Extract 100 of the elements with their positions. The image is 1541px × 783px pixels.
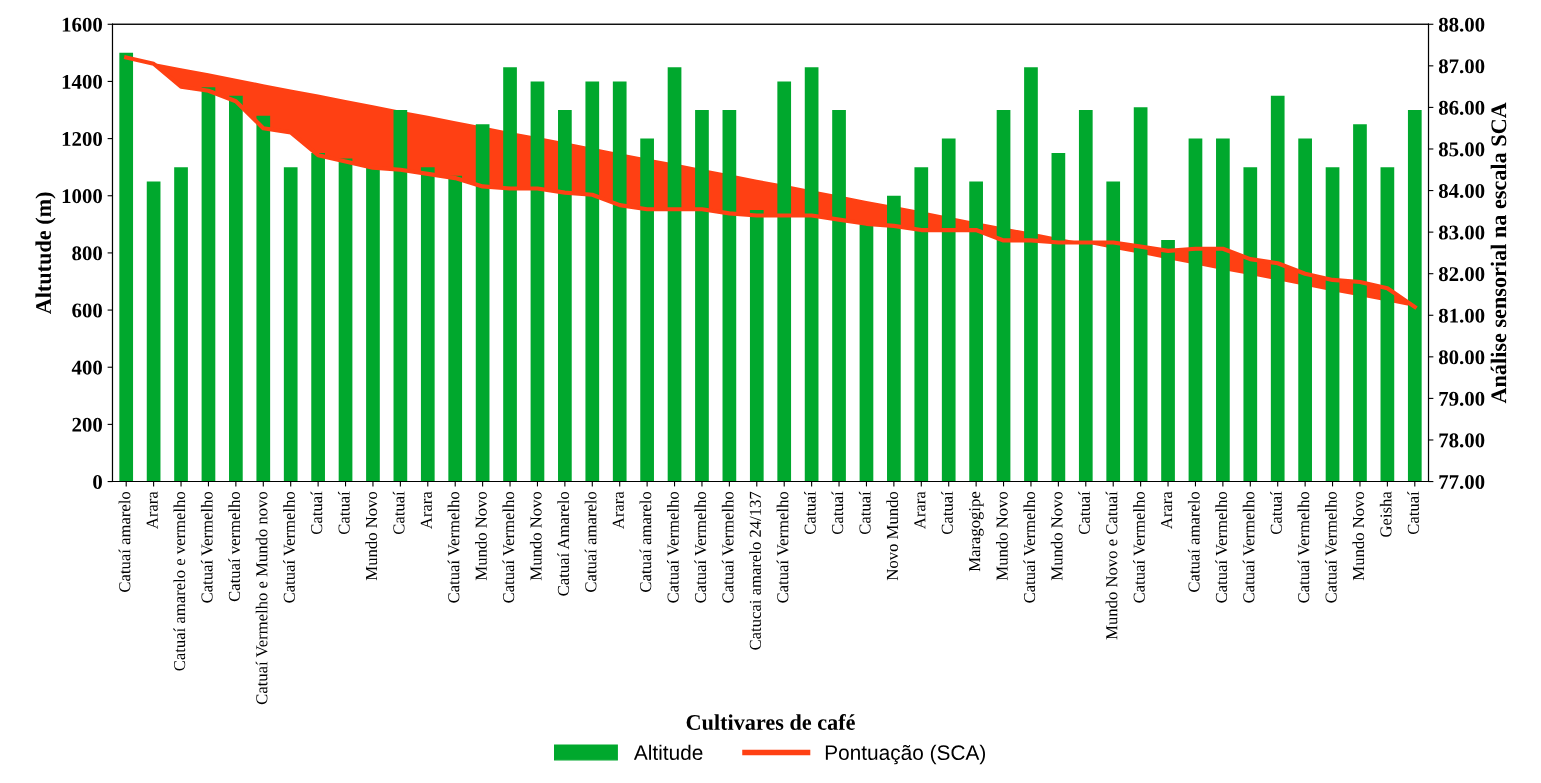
x-tick-label: Catuaí amarelo e vermelho [173, 491, 186, 671]
legend-label: Altitude [633, 744, 703, 761]
x-tick-label: Arara [146, 491, 158, 530]
x-tick-label: Catuaí Vermelho [1023, 491, 1036, 603]
x-tick-label: Mundo Novo e Catuaí [1105, 491, 1118, 640]
x-tick-label: Catuaí Vermelho [283, 491, 295, 603]
x-tick-label: Mundo Novo [995, 491, 1008, 581]
bar [1188, 138, 1203, 482]
x-tick-label: Catuaí [392, 491, 405, 535]
x-axis-title: Cultivares de café [686, 714, 855, 730]
bar [1133, 107, 1148, 482]
x-tick-label: Catuaí Vermelho [1215, 491, 1228, 603]
legend-label: Pontuação (SCA) [825, 744, 986, 765]
y2-axis-title: Análise sensorial na escala SCA [1490, 102, 1507, 404]
bar [667, 67, 682, 482]
x-tick-label: Catuaí [310, 491, 323, 535]
y-tick-label: 600 [72, 303, 102, 318]
bar [256, 115, 271, 482]
x-tick-label: Catuaí [337, 491, 350, 535]
bar [1353, 124, 1367, 482]
bar [420, 167, 435, 482]
x-tick-label: Catuaí [1407, 491, 1419, 535]
x-tick-label: Catuaí Vermelho [1242, 491, 1255, 603]
bar [832, 110, 846, 482]
bar [749, 210, 764, 482]
bar [1407, 110, 1422, 482]
x-tick-label: Mundo Novo [1352, 491, 1365, 581]
bar [859, 224, 874, 482]
bar [1243, 167, 1258, 482]
x-tick-label: Catuaí vermelho [228, 491, 241, 602]
bar [119, 52, 134, 482]
y-tick-label: 400 [71, 360, 102, 375]
x-tick-label: Catuaí Vermelho e Mundo novo [255, 491, 268, 705]
x-tick-label: Catuaí amarelo [584, 491, 597, 592]
bar [1161, 240, 1175, 482]
y-tick-label: 800 [72, 246, 102, 261]
bar [558, 110, 572, 482]
y-tick-label: 1400 [62, 74, 102, 89]
bar [283, 167, 298, 482]
bar [201, 87, 216, 482]
x-tick-label: Catuaí Vermelho [776, 491, 789, 603]
y2-tick-label: 77.00 [1439, 474, 1485, 490]
x-tick-label: Arara [612, 491, 624, 530]
x-tick-label: Catuaí [1078, 491, 1090, 535]
x-tick-label: Catuaí amarelo [639, 491, 652, 592]
bar [722, 110, 737, 482]
x-tick-label: Arara [1161, 491, 1173, 530]
bar [640, 138, 654, 482]
y-tick-label: 200 [72, 417, 102, 432]
x-tick-label: Catuaí Vermelho [721, 491, 734, 603]
x-tick-label: Catuaí Vermelho [502, 491, 515, 603]
x-tick-label: Mundo Novo [529, 491, 542, 581]
x-tick-label: Catuaí [1270, 491, 1282, 535]
x-tick-label: Catuaí amarelo [118, 491, 131, 592]
bar [393, 110, 408, 482]
x-tick-label: Geisha [1379, 491, 1392, 537]
y2-tick-label: 79.00 [1439, 391, 1485, 406]
x-tick-label: Catuaí Amarelo [557, 491, 570, 596]
bar [887, 195, 901, 482]
y2-tick-label: 85.00 [1438, 142, 1485, 157]
y2-tick-label: 84.00 [1438, 183, 1485, 199]
bar [1298, 138, 1312, 482]
x-tick-label: Catuaí Vermelho [666, 491, 679, 603]
x-tick-label: Catucai amarelo 24/137 [749, 491, 761, 650]
bar [530, 81, 545, 482]
bar [1270, 95, 1285, 482]
bar [366, 167, 380, 482]
y2-tick-label: 80.00 [1438, 350, 1485, 365]
bar [996, 110, 1011, 482]
y-tick-label: 1600 [62, 17, 102, 32]
bar [777, 81, 792, 482]
bar [1216, 138, 1230, 482]
x-tick-label: Maragogipe [969, 491, 984, 572]
bar [1051, 152, 1066, 482]
y2-tick-label: 83.00 [1438, 225, 1485, 240]
y2-tick-label: 86.00 [1438, 100, 1485, 115]
x-tick-label: Catuaí [831, 491, 844, 535]
bar [475, 124, 490, 482]
x-tick-label: Catuaí Vermelho [694, 491, 707, 603]
x-tick-label: Catuaí Vermelho [200, 491, 213, 603]
x-tick-label: Mundo Novo [475, 491, 487, 581]
x-tick-label: Catuaí amarelo [1187, 491, 1200, 592]
x-tick-label: Arara [420, 491, 432, 530]
bar [146, 181, 161, 482]
bar [1380, 167, 1395, 482]
bar [1106, 181, 1121, 482]
bar [1078, 110, 1093, 482]
bar [914, 167, 929, 482]
bar [804, 67, 819, 482]
bar [695, 110, 709, 482]
bar [174, 167, 188, 482]
y2-tick-label: 81.00 [1438, 308, 1485, 323]
bar [448, 175, 463, 482]
x-tick-label: Catuaí [804, 491, 816, 535]
bar [229, 95, 243, 482]
bar [1024, 67, 1038, 482]
bar [1325, 167, 1340, 482]
bar [969, 181, 983, 482]
bar [338, 158, 353, 482]
y-tick-label: 1000 [62, 189, 102, 204]
